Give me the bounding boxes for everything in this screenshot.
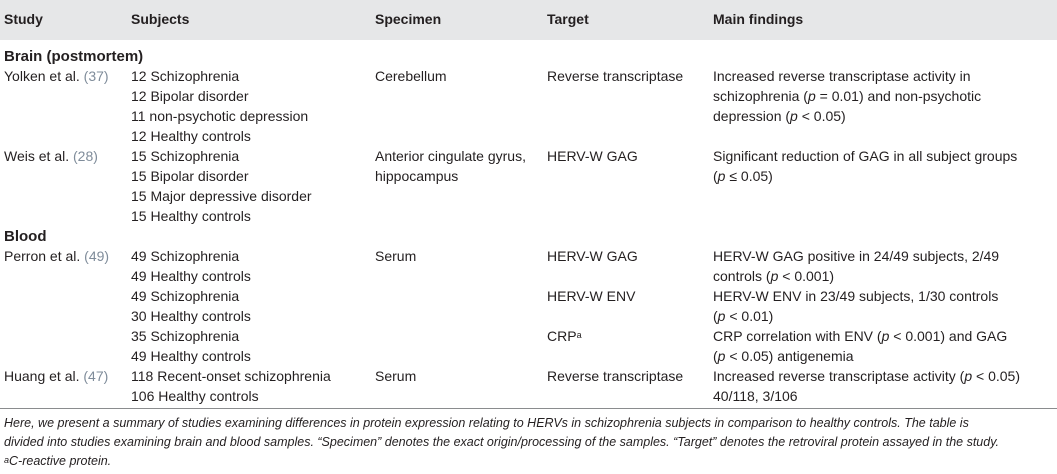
subject-line: 15 Major depressive disorder xyxy=(131,188,312,204)
target-yolken: Reverse transcriptase xyxy=(547,68,684,84)
citation-link[interactable]: (28) xyxy=(73,148,98,164)
subjects-perron: 49 Schizophrenia 49 Healthy controls 49 … xyxy=(131,246,251,366)
header-specimen: Specimen xyxy=(375,11,442,27)
table-footnote-line-1: Here, we present a summary of studies ex… xyxy=(4,416,969,430)
specimen-huang: Serum xyxy=(375,368,417,384)
specimen-weis: Anterior cingulate gyrus, hippocampus xyxy=(375,148,526,184)
section-brain: Brain (postmortem) xyxy=(4,48,144,65)
header-study: Study xyxy=(4,11,43,27)
subjects-weis: 15 Schizophrenia 15 Bipolar disorder 15 … xyxy=(131,146,312,226)
study-weis: Weis et al. (28) xyxy=(4,146,98,166)
table-footnote-line-3: aC-reactive protein. xyxy=(4,454,112,468)
citation-link[interactable]: (47) xyxy=(83,368,109,384)
subject-line: 15 Healthy controls xyxy=(131,208,251,224)
header-findings: Main findings xyxy=(713,11,804,27)
subject-line: 12 Bipolar disorder xyxy=(131,88,249,104)
findings-perron: HERV-W GAG positive in 24/49 subjects, 2… xyxy=(713,248,1008,364)
table-bottom-rule xyxy=(0,408,1057,409)
subject-line: 49 Healthy controls xyxy=(131,348,251,364)
table-footnote-line-2: divided into studies examining brain and… xyxy=(4,435,1000,449)
subject-line: 106 Healthy controls xyxy=(131,388,259,404)
study-name: Weis et al. xyxy=(4,148,70,164)
study-perron: Perron et al. (49) xyxy=(4,246,109,266)
subject-line: 15 Schizophrenia xyxy=(131,148,240,164)
study-name: Perron et al. xyxy=(4,248,81,264)
citation-link[interactable]: (37) xyxy=(83,68,109,84)
subject-line: 11 non-psychotic depression xyxy=(131,108,309,124)
target-perron-3: CRPa xyxy=(547,328,582,344)
study-name: Yolken et al. xyxy=(4,68,80,84)
section-blood: Blood xyxy=(4,228,47,245)
header-subjects: Subjects xyxy=(131,11,190,27)
target-perron-2: HERV-W ENV xyxy=(547,288,636,304)
subjects-huang: 118 Recent-onset schizophrenia 106 Healt… xyxy=(131,366,331,406)
footnote-marker: a xyxy=(4,455,10,465)
target-weis: HERV-W GAG xyxy=(547,148,638,164)
findings-yolken: Increased reverse transcriptase activity… xyxy=(713,68,982,124)
header-target: Target xyxy=(547,11,589,27)
table-header: Study Subjects Specimen Target Main find… xyxy=(0,0,1057,40)
target-perron-1: HERV-W GAG xyxy=(547,248,638,264)
target-huang: Reverse transcriptase xyxy=(547,368,684,384)
subject-line: 118 Recent-onset schizophrenia xyxy=(131,368,331,384)
subject-line: 49 Schizophrenia xyxy=(131,248,240,264)
subject-line: 15 Bipolar disorder xyxy=(131,168,249,184)
findings-weis: Significant reduction of GAG in all subj… xyxy=(713,148,1018,184)
subject-line: 49 Schizophrenia xyxy=(131,288,240,304)
citation-link[interactable]: (49) xyxy=(84,248,110,264)
subject-line: 35 Schizophrenia xyxy=(131,328,240,344)
subject-line: 12 Schizophrenia xyxy=(131,68,240,84)
study-yolken: Yolken et al. (37) xyxy=(4,66,109,86)
specimen-yolken: Cerebellum xyxy=(375,68,447,84)
subjects-yolken: 12 Schizophrenia 12 Bipolar disorder 11 … xyxy=(131,66,308,146)
specimen-perron: Serum xyxy=(375,248,417,264)
subject-line: 12 Healthy controls xyxy=(131,128,251,144)
subject-line: 30 Healthy controls xyxy=(131,308,251,324)
footnote-marker: a xyxy=(576,330,582,340)
findings-huang: Increased reverse transcriptase activity… xyxy=(713,368,1020,404)
study-huang: Huang et al. (47) xyxy=(4,366,108,386)
subject-line: 49 Healthy controls xyxy=(131,268,251,284)
study-name: Huang et al. xyxy=(4,368,80,384)
